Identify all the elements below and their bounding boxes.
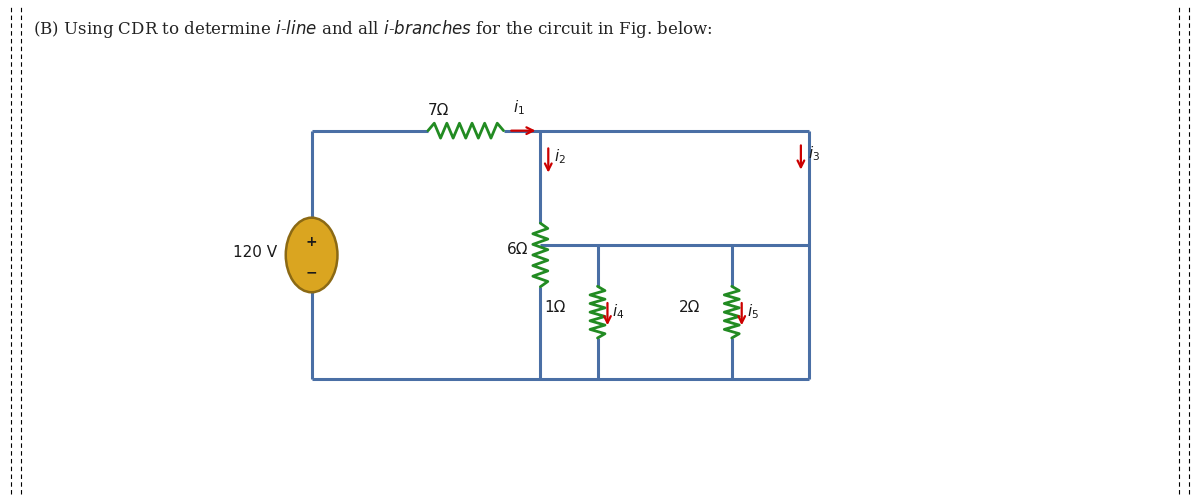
Text: 6Ω: 6Ω [506, 242, 528, 258]
Text: $i_2$: $i_2$ [554, 148, 566, 167]
Text: +: + [306, 235, 318, 249]
Text: $i_1$: $i_1$ [514, 98, 526, 116]
Text: (B) Using CDR to determine $\it{i}$-$\it{line}$ and all $\it{i}$-$\it{branches}$: (B) Using CDR to determine $\it{i}$-$\it… [34, 18, 713, 40]
Text: $i_4$: $i_4$ [612, 302, 625, 321]
Text: 7Ω: 7Ω [428, 102, 449, 118]
Text: $i_3$: $i_3$ [808, 144, 820, 164]
Text: 2Ω: 2Ω [678, 300, 700, 314]
Text: −: − [306, 265, 318, 279]
Text: 120 V: 120 V [233, 246, 277, 260]
Text: 1Ω: 1Ω [545, 300, 565, 314]
Ellipse shape [286, 218, 337, 292]
Text: $i_5$: $i_5$ [746, 302, 758, 321]
